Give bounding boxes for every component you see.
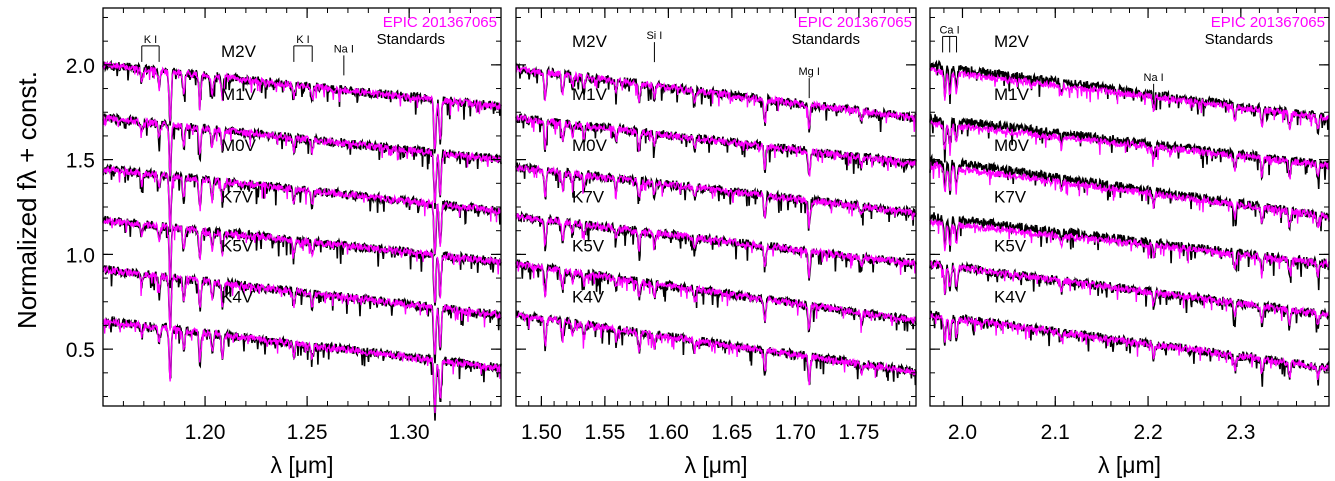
spectrum-label-K4V: K4V: [994, 288, 1027, 307]
x-tick-label: 1.50: [521, 421, 562, 444]
x-tick-label: 1.55: [584, 421, 625, 444]
target-spectrum-K7V: [515, 212, 917, 279]
x-tick-label: 2.3: [1226, 421, 1255, 444]
line-annotation: K I: [144, 34, 157, 46]
x-tick-label: 2.2: [1133, 421, 1162, 444]
x-tick-label: 1.30: [389, 421, 430, 444]
spectrum-label-M1V: M1V: [994, 85, 1030, 104]
panel-j: M2V M1V M0V K7V K5V K4V K I K I Na I 1.20 1.25 1.30…: [66, 7, 502, 478]
spectrum-label-K7V: K7V: [572, 187, 605, 206]
line-annotation: Ca I: [939, 24, 959, 36]
y-tick-label: 1.0: [66, 244, 95, 267]
spectrum-label-M0V: M0V: [994, 136, 1030, 155]
spectrum-label-M1V: M1V: [221, 85, 257, 104]
x-tick-label: 1.20: [185, 421, 226, 444]
spectrum-label-M2V: M2V: [221, 42, 257, 61]
spectrum-label-K5V: K5V: [221, 237, 254, 256]
y-tick-label: 2.0: [66, 55, 95, 78]
target-spectrum-K5V: [102, 265, 502, 355]
panel-k: M2V M1V M0V K7V K5V K4V Ca I Na I 2.0 2.1 2.2 2.3 λ …: [929, 7, 1330, 478]
x-tick-label: 1.70: [775, 421, 816, 444]
target-spectrum-M1V: [102, 114, 502, 204]
line-annotation: K I: [296, 34, 309, 46]
y-tick-label: 1.5: [66, 150, 95, 173]
spectrum-label-K4V: K4V: [572, 288, 605, 307]
spectrum-label-M2V: M2V: [572, 32, 608, 51]
target-spectrum-K4V: [102, 317, 502, 414]
legend-standards: Standards: [377, 31, 445, 48]
line-annotation: Mg I: [799, 66, 820, 78]
target-spectrum-K7V: [929, 219, 1330, 279]
x-tick-label: 1.65: [711, 421, 752, 444]
spectrum-label-K4V: K4V: [221, 288, 254, 307]
x-tick-label: 1.25: [287, 421, 328, 444]
x-axis-label: λ [μm]: [1098, 452, 1161, 478]
target-spectrum-M1V: [515, 114, 917, 177]
target-spectrum-M2V: [515, 65, 917, 132]
spectrum-label-M0V: M0V: [221, 136, 257, 155]
legend-standards: Standards: [1205, 31, 1273, 48]
x-axis-label: λ [μm]: [684, 452, 747, 478]
spectrum-label-K5V: K5V: [994, 237, 1027, 256]
target-spectrum-M2V: [102, 61, 502, 150]
legend-target: EPIC 201367065: [798, 14, 912, 31]
line-annotation: Na I: [1144, 72, 1164, 84]
target-spectrum-M0V: [102, 165, 502, 255]
spectrum-label-M1V: M1V: [572, 85, 608, 104]
panel-h: M2V M1V M0V K7V K5V K4V Si I Mg I 1.50 1.55 1.60 1.…: [515, 7, 917, 478]
spectrum-label-M2V: M2V: [994, 32, 1030, 51]
target-spectrum-K4V: [929, 312, 1330, 381]
y-tick-label: 0.5: [66, 339, 95, 362]
legend-target: EPIC 201367065: [1211, 14, 1325, 31]
x-tick-label: 2.1: [1041, 421, 1070, 444]
y-axis-label: Normalized fλ + const.: [12, 71, 42, 329]
x-axis-label: λ [μm]: [270, 452, 333, 478]
target-spectrum-K5V: [929, 259, 1330, 326]
target-spectrum-K7V: [102, 216, 502, 303]
legend-target: EPIC 201367065: [383, 14, 497, 31]
target-spectrum-M0V: [929, 160, 1330, 229]
line-annotation: Na I: [334, 43, 354, 55]
x-tick-label: 1.75: [838, 421, 879, 444]
line-annotation: Si I: [646, 30, 662, 42]
spectrum-label-K5V: K5V: [572, 237, 605, 256]
target-spectrum-M1V: [929, 119, 1330, 180]
target-spectrum-K4V: [515, 311, 917, 386]
target-spectrum-M0V: [515, 164, 917, 229]
x-tick-label: 2.0: [948, 421, 977, 444]
target-spectrum-M2V: [929, 66, 1330, 131]
spectrum-label-M0V: M0V: [572, 136, 608, 155]
legend-standards: Standards: [792, 31, 860, 48]
target-spectrum-K5V: [515, 260, 917, 333]
x-tick-label: 1.60: [648, 421, 689, 444]
standard-spectrum-K7V: [929, 212, 1330, 291]
spectrum-label-K7V: K7V: [221, 187, 254, 206]
spectrum-label-K7V: K7V: [994, 187, 1027, 206]
